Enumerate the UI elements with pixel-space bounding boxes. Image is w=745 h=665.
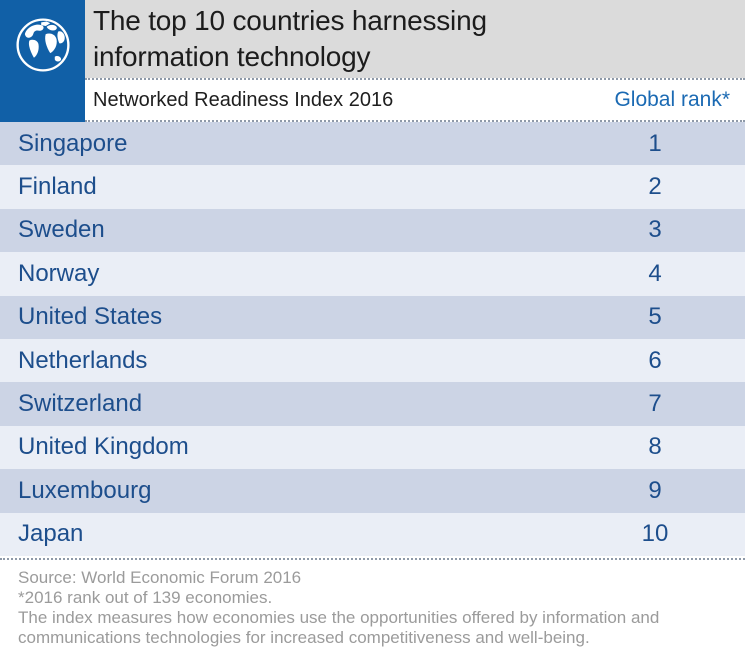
table-row: Finland 2 bbox=[0, 165, 745, 209]
country-name: Netherlands bbox=[18, 346, 148, 374]
header: The top 10 countries harnessing informat… bbox=[85, 0, 745, 78]
country-name: Japan bbox=[18, 520, 84, 548]
globe-icon bbox=[15, 18, 70, 72]
footer-divider bbox=[0, 558, 745, 560]
brand-sidebar bbox=[0, 0, 85, 122]
rank-value: 10 bbox=[641, 520, 669, 548]
rank-value: 3 bbox=[648, 216, 662, 244]
rank-value: 2 bbox=[648, 173, 662, 201]
rank-value: 5 bbox=[648, 303, 662, 331]
table-row: Luxembourg 9 bbox=[0, 469, 745, 513]
rank-table: Singapore 1 Finland 2 Sweden 3 Norway 4 United S… bbox=[0, 122, 745, 556]
country-name: Luxembourg bbox=[18, 476, 152, 504]
table-row: Singapore 1 bbox=[0, 122, 745, 166]
country-name: Switzerland bbox=[18, 390, 143, 418]
country-name: United States bbox=[18, 303, 163, 331]
country-name: Sweden bbox=[18, 216, 105, 244]
country-name: Finland bbox=[18, 173, 97, 201]
page-title-line-2: information technology bbox=[93, 41, 371, 72]
table-row: Netherlands 6 bbox=[0, 338, 745, 383]
country-name: Norway bbox=[18, 259, 100, 287]
source-note: Source: World Economic Forum 2016 bbox=[18, 568, 302, 587]
rank-value: 7 bbox=[648, 390, 662, 418]
rank-value: 1 bbox=[648, 129, 662, 157]
rank-value: 6 bbox=[648, 346, 662, 374]
table-row: Switzerland 7 bbox=[0, 382, 745, 426]
rank-column-header: Global rank* bbox=[614, 88, 730, 111]
table-row: Sweden 3 bbox=[0, 208, 745, 253]
country-name: Singapore bbox=[18, 129, 128, 157]
rank-note: *2016 rank out of 139 economies. bbox=[18, 588, 273, 607]
description-note: The index measures how economies use the… bbox=[18, 608, 660, 647]
table-row: United States 5 bbox=[0, 295, 745, 339]
rank-value: 4 bbox=[648, 259, 662, 287]
table-row: Japan 10 bbox=[0, 512, 745, 556]
index-name-label: Networked Readiness Index 2016 bbox=[93, 88, 394, 111]
table-row: United Kingdom 8 bbox=[0, 425, 745, 470]
rank-value: 9 bbox=[648, 476, 662, 504]
country-name: United Kingdom bbox=[18, 433, 189, 461]
footnotes: Source: World Economic Forum 2016 *2016 … bbox=[0, 562, 745, 648]
subheader: Networked Readiness Index 2016 Global ra… bbox=[85, 78, 745, 122]
table-row: Norway 4 bbox=[0, 252, 745, 296]
page-title-line-1: The top 10 countries harnessing bbox=[93, 5, 487, 36]
rank-value: 8 bbox=[648, 433, 662, 461]
